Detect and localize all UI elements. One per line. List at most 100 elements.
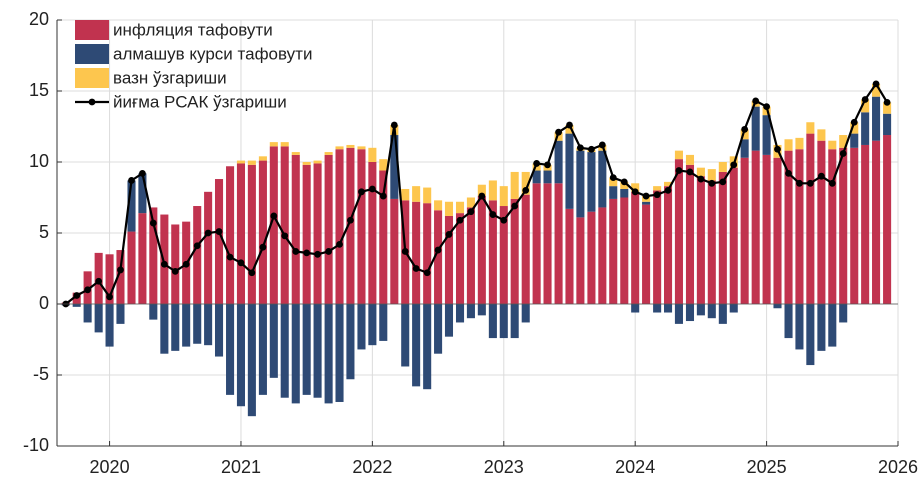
bar-segment bbox=[488, 180, 497, 201]
total-marker bbox=[697, 175, 705, 183]
bar-segment bbox=[642, 201, 651, 205]
bar-segment bbox=[444, 215, 454, 304]
total-marker bbox=[872, 80, 880, 88]
bar-segment bbox=[543, 170, 552, 184]
bar-segment bbox=[499, 186, 508, 207]
total-marker bbox=[522, 187, 530, 194]
total-marker bbox=[467, 208, 475, 216]
bar-segment bbox=[872, 83, 881, 97]
bar-segment bbox=[138, 173, 147, 214]
bar-segment bbox=[587, 152, 596, 212]
bar-segment bbox=[784, 150, 793, 304]
legend-swatch bbox=[88, 98, 96, 106]
bar-segment bbox=[839, 135, 848, 148]
total-marker bbox=[149, 219, 157, 227]
bar-segment bbox=[532, 183, 541, 304]
total-marker bbox=[423, 269, 431, 277]
bar-segment bbox=[828, 304, 837, 347]
bar-segment bbox=[751, 150, 760, 304]
bar-segment bbox=[401, 304, 410, 367]
bar-segment bbox=[609, 177, 618, 187]
bar-segment bbox=[729, 304, 738, 313]
bar-segment bbox=[226, 166, 235, 304]
bar-segment bbox=[532, 170, 541, 184]
bar-segment bbox=[455, 201, 465, 214]
bar-segment bbox=[565, 133, 574, 209]
bar-segment bbox=[795, 149, 804, 304]
bar-segment bbox=[883, 135, 892, 304]
total-marker bbox=[588, 145, 595, 153]
bar-segment bbox=[434, 304, 443, 354]
total-marker bbox=[719, 178, 727, 186]
bar-segment bbox=[565, 125, 574, 134]
bar-segment bbox=[346, 147, 355, 304]
legend-label: инфляция тафовути bbox=[113, 20, 273, 39]
total-marker bbox=[642, 192, 650, 200]
bar-segment bbox=[324, 152, 333, 155]
bar-segment bbox=[466, 197, 475, 208]
bar-segment bbox=[817, 304, 826, 351]
bar-segment bbox=[423, 304, 432, 390]
bar-segment bbox=[269, 146, 278, 304]
bar-segment bbox=[707, 169, 716, 181]
total-marker bbox=[347, 216, 354, 224]
bar-segment bbox=[247, 164, 256, 304]
bar-segment bbox=[784, 304, 793, 339]
total-marker bbox=[379, 192, 387, 200]
total-marker bbox=[412, 265, 420, 272]
bar-segment bbox=[368, 147, 377, 162]
bar-segment bbox=[302, 304, 311, 395]
bar-segment bbox=[685, 164, 695, 304]
bar-segment bbox=[379, 304, 388, 341]
bar-segment bbox=[357, 149, 366, 304]
bar-segment bbox=[762, 154, 771, 304]
total-marker bbox=[686, 168, 694, 176]
bar-segment bbox=[455, 213, 465, 304]
bar-segment bbox=[477, 184, 486, 197]
bar-segment bbox=[214, 179, 224, 304]
bar-segment bbox=[291, 152, 300, 155]
total-marker bbox=[117, 266, 124, 274]
bar-segment bbox=[269, 142, 278, 147]
bar-segment bbox=[193, 206, 202, 304]
y-tick-label: 10 bbox=[29, 151, 49, 171]
bar-segment bbox=[872, 140, 881, 304]
total-marker bbox=[489, 211, 497, 218]
bar-segment bbox=[258, 304, 267, 395]
total-marker bbox=[215, 228, 223, 235]
bar-segment bbox=[466, 304, 475, 319]
bar-segment bbox=[302, 162, 311, 165]
bar-segment bbox=[204, 191, 213, 304]
bar-segment bbox=[850, 122, 859, 134]
bar-segment bbox=[839, 304, 848, 323]
bar-segment bbox=[444, 304, 454, 337]
total-marker bbox=[850, 118, 858, 126]
bar-segment bbox=[532, 163, 541, 171]
bar-segment bbox=[674, 304, 683, 324]
bar-segment bbox=[718, 304, 727, 324]
bar-segment bbox=[773, 157, 782, 304]
bar-segment bbox=[105, 304, 114, 347]
y-tick-label: -10 bbox=[23, 435, 49, 455]
bar-segment bbox=[412, 304, 421, 387]
total-marker bbox=[609, 174, 617, 182]
bar-segment bbox=[576, 217, 585, 304]
total-marker bbox=[598, 141, 606, 149]
total-marker bbox=[544, 161, 551, 169]
x-tick-label: 2023 bbox=[484, 457, 524, 477]
bar-segment bbox=[795, 137, 804, 150]
bar-segment bbox=[806, 122, 815, 134]
total-marker bbox=[763, 103, 770, 111]
total-marker bbox=[73, 292, 81, 299]
bar-segment bbox=[302, 164, 311, 304]
bar-segment bbox=[368, 162, 377, 304]
bar-segment bbox=[883, 102, 892, 114]
total-line bbox=[65, 81, 889, 305]
bar-segment bbox=[598, 207, 607, 304]
total-marker bbox=[193, 242, 201, 250]
total-marker bbox=[708, 179, 716, 187]
bar-segment bbox=[653, 304, 662, 313]
bar-segment bbox=[346, 144, 355, 148]
bar-segment bbox=[707, 180, 716, 304]
total-marker bbox=[434, 246, 442, 254]
